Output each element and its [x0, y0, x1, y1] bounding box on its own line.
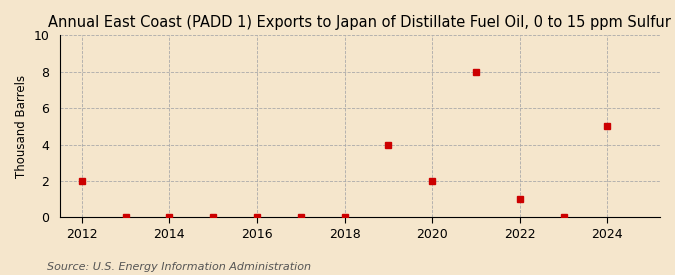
Title: Annual East Coast (PADD 1) Exports to Japan of Distillate Fuel Oil, 0 to 15 ppm : Annual East Coast (PADD 1) Exports to Ja…: [49, 15, 672, 30]
Text: Source: U.S. Energy Information Administration: Source: U.S. Energy Information Administ…: [47, 262, 311, 271]
Y-axis label: Thousand Barrels: Thousand Barrels: [15, 75, 28, 178]
